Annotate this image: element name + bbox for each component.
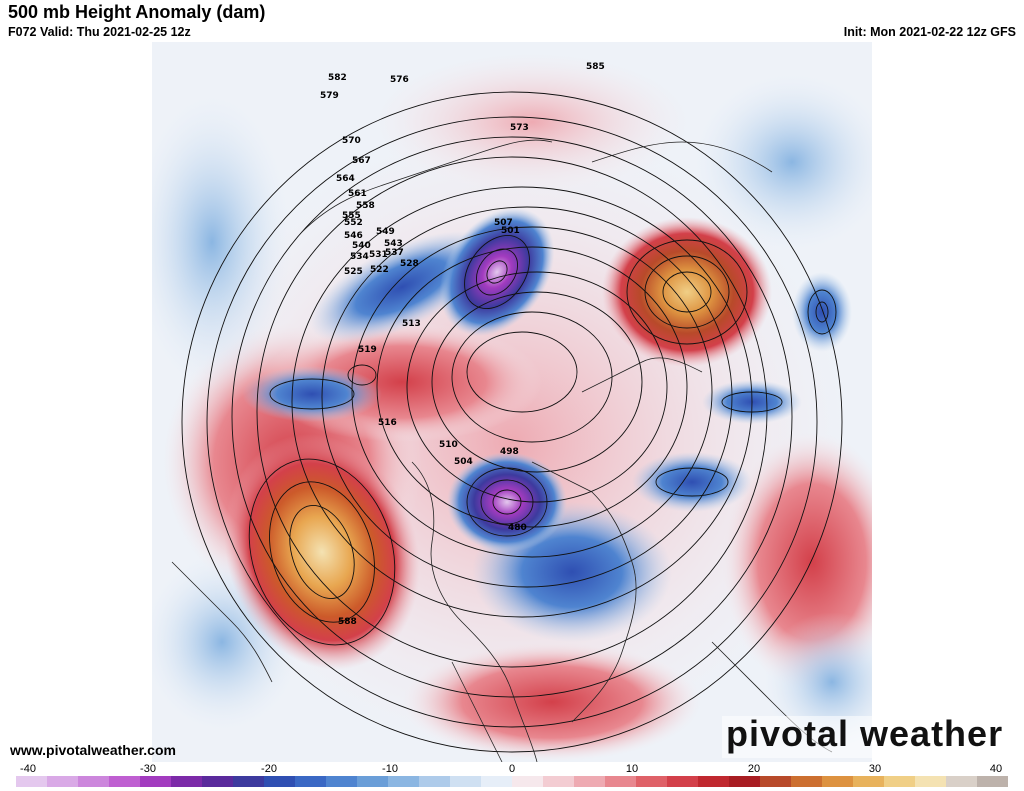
contour-label: 558 [356,201,375,211]
colorbar-swatch [915,776,946,787]
colorbar-swatch [295,776,326,787]
contour-label: 570 [342,136,361,146]
contour-label: 531 [369,250,388,260]
colorbar-swatch [171,776,202,787]
colorbar-swatch [388,776,419,787]
contour-label: 540 [352,241,371,251]
colorbar-swatch [977,776,1008,787]
colorbar-tick-label: 20 [747,763,761,775]
ridge-europe [602,217,772,367]
colorbar-tick-label: -30 [140,763,156,775]
colorbar-swatch [729,776,760,787]
colorbar-swatch [543,776,574,787]
low-arctic [439,207,555,337]
colorbar-tick-label: -40 [20,763,36,775]
trough-north-pacific [242,366,382,422]
contour-label: 510 [439,440,458,450]
colorbar-tick-label: 30 [868,763,882,775]
contour-label: 552 [344,218,363,228]
contour-label: 546 [344,231,363,241]
colorbar-swatch [791,776,822,787]
colorbar-tick-label: -10 [382,763,398,775]
trough-asia-east [792,272,852,352]
colorbar-swatch [884,776,915,787]
contour-label: 504 [454,457,473,467]
website-url: www.pivotalweather.com [10,742,176,758]
colorbar-swatch [853,776,884,787]
header: 500 mb Height Anomaly (dam) F072 Valid: … [0,0,1024,42]
colorbar-swatch [16,776,47,787]
brand-logo: pivotal weather [726,713,1004,754]
colorbar-swatch [264,776,295,787]
brand-backdrop [722,716,1020,758]
contour-label: 501 [501,226,520,236]
colorbar-tick-label: 0 [508,763,516,775]
contour-label: 576 [390,75,409,85]
map-svg: 585 582 576 579 573 570 567 564 561 558 … [152,42,872,762]
colorbar-swatch [574,776,605,787]
colorbar-swatch [481,776,512,787]
colorbar-swatch [78,776,109,787]
contour-label: 564 [336,174,355,184]
coastlines [171,139,833,762]
colorbar-tick-label: 10 [625,763,639,775]
contour-label: 537 [385,248,404,258]
colorbar-swatch [698,776,729,787]
contour-label: 513 [402,319,421,329]
ridge-pacific [224,434,420,670]
contour-label: 534 [350,252,369,262]
colorbar-swatch [140,776,171,787]
colorbar-swatch [667,776,698,787]
contour-label: 549 [376,227,395,237]
init-time: Init: Mon 2021-02-22 12z GFS [843,25,1016,39]
colorbar-swatch [760,776,791,787]
contour-label: 522 [370,265,389,275]
anomaly-negative-nw [152,92,292,392]
colorbar-tick-label: 40 [989,763,1003,775]
colorbar-swatch [47,776,78,787]
page-title: 500 mb Height Anomaly (dam) [8,2,266,22]
valid-time: F072 Valid: Thu 2021-02-25 12z [8,25,191,39]
colorbar-swatch [233,776,264,787]
colorbar-swatch [822,776,853,787]
contour-label: 507 [494,218,513,228]
contour-label: 519 [358,345,377,355]
colorbar-swatch [512,776,543,787]
colorbar-swatch [109,776,140,787]
anomaly-positive-north [372,52,692,192]
contour-label: 585 [586,62,605,72]
contour-label: 561 [348,189,367,199]
colorbar-swatch [202,776,233,787]
colorbar-swatch [357,776,388,787]
contour-label: 543 [384,239,403,249]
contour-label: 498 [500,447,519,457]
contour-label: 480 [508,523,527,533]
contour-label: 516 [378,418,397,428]
contour-label: 567 [352,156,371,166]
contour-label: 582 [328,73,347,83]
colorbar-swatch [946,776,977,787]
colorbar-swatch [605,776,636,787]
contour-label: 579 [320,91,339,101]
colorbar-swatch [450,776,481,787]
contour-label: 525 [344,267,363,277]
colorbar-tick-label: -20 [261,763,277,775]
anomaly-positive-south [402,642,702,762]
colorbar-swatch [326,776,357,787]
contour-label: 588 [338,617,357,627]
contour-label: 573 [510,123,529,133]
colorbar-swatch [636,776,667,787]
anomaly-negative-ne [692,72,872,252]
contour-labels: 585 582 576 579 573 570 567 564 561 558 … [320,62,605,627]
colorbar [16,776,1008,787]
contour-label: 528 [400,259,419,269]
contour-label: 555 [342,211,361,221]
height-anomaly-map: 585 582 576 579 573 570 567 564 561 558 … [152,42,872,762]
trough-atlantic [632,452,752,512]
low-hudson [447,452,567,552]
colorbar-swatch [419,776,450,787]
